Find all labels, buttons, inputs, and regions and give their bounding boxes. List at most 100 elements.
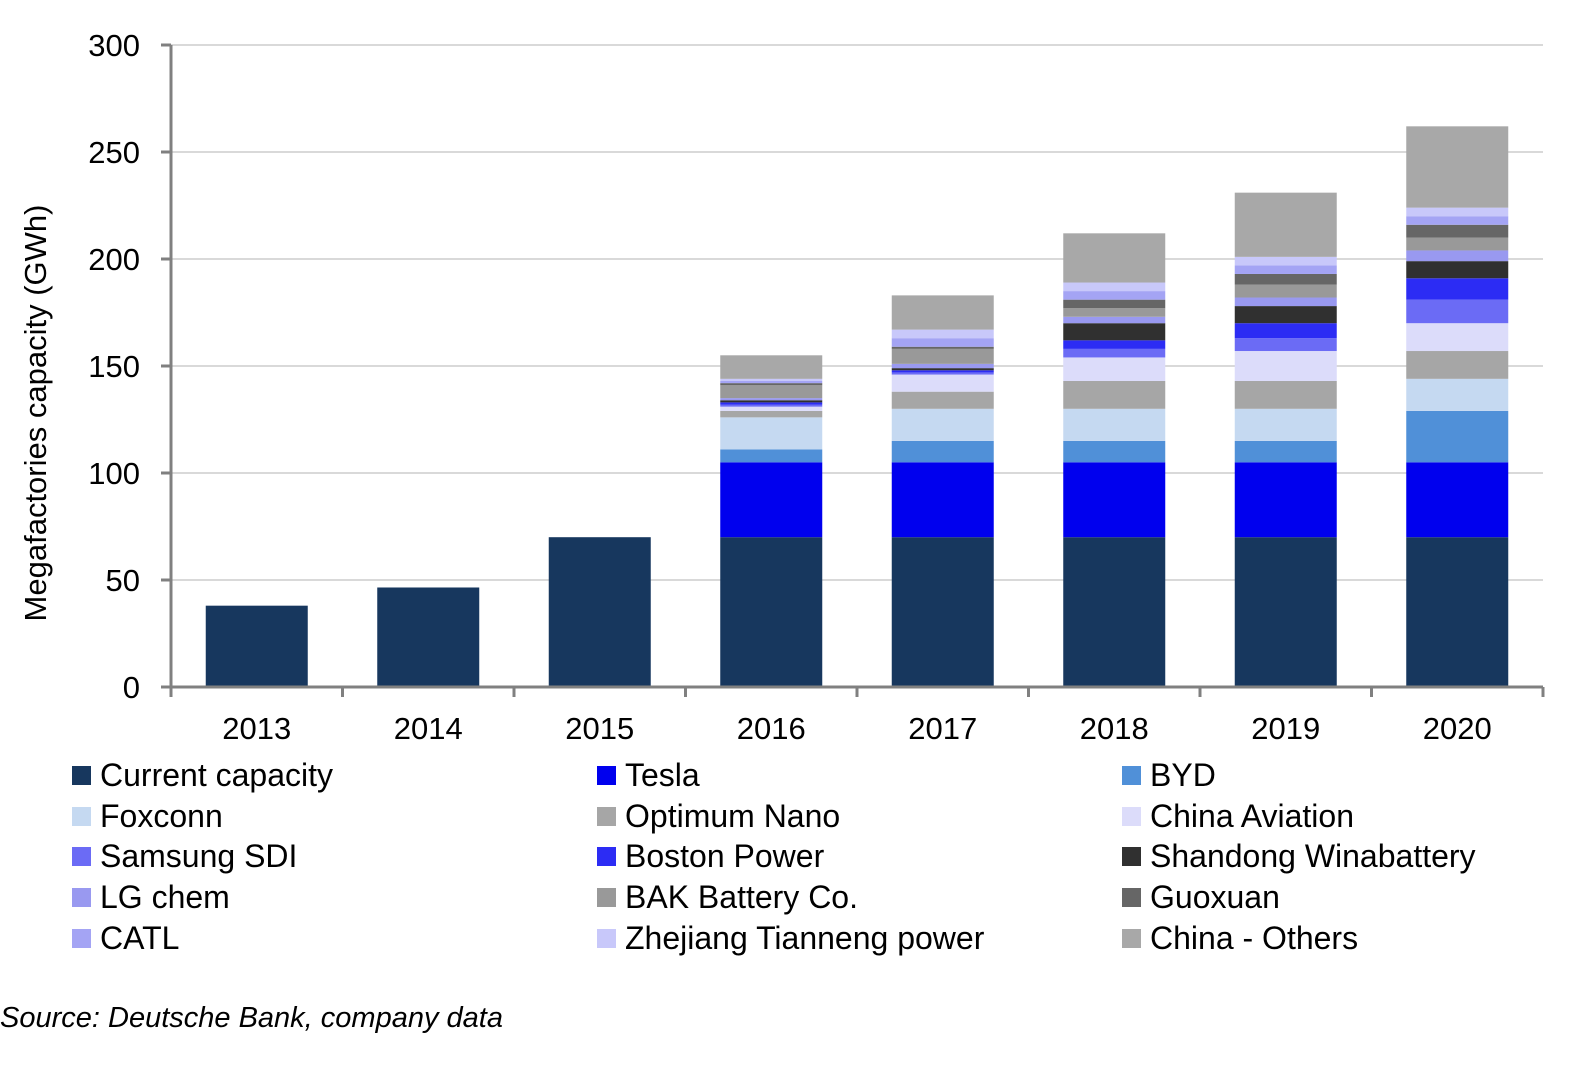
legend-item: Current capacity — [72, 755, 597, 796]
bar-segment — [1063, 308, 1166, 317]
bar-segment — [1063, 537, 1166, 687]
bar-segment — [1063, 316, 1166, 324]
legend-label: China Aviation — [1150, 797, 1354, 834]
bar-segment — [891, 374, 994, 392]
bar-segment — [891, 338, 994, 347]
bar-segment — [1063, 282, 1166, 292]
legend: Current capacity Tesla BYD Foxconn Optimum N… — [72, 755, 1582, 958]
y-tick-label: 0 — [123, 670, 140, 705]
bar-segment — [1406, 224, 1509, 238]
legend-swatch — [597, 765, 616, 785]
legend-swatch — [597, 887, 616, 907]
legend-label: BAK Battery Co. — [625, 878, 858, 915]
legend-swatch — [1122, 847, 1141, 867]
legend-label: Tesla — [625, 756, 700, 793]
bar-segment — [1234, 306, 1337, 324]
bar-segment — [1406, 126, 1509, 208]
y-tick-label: 250 — [88, 135, 140, 170]
legend-label: LG chem — [100, 878, 230, 915]
bar-segment — [1406, 378, 1509, 411]
bar-segment — [1406, 216, 1509, 225]
y-tick-label: 200 — [88, 242, 140, 277]
axes — [161, 43, 1545, 697]
x-tick-label: 2013 — [222, 711, 291, 746]
bar-segment — [720, 402, 823, 405]
bar-segment — [1234, 462, 1337, 538]
bar-segment — [891, 537, 994, 687]
bar-stacks — [205, 126, 1509, 687]
x-tick-label: 2014 — [394, 711, 463, 746]
bar-segment — [1234, 380, 1337, 409]
bar-segment — [891, 440, 994, 463]
x-tick-label: 2017 — [908, 711, 977, 746]
legend-label: Boston Power — [625, 838, 825, 875]
legend-label: CATL — [100, 919, 180, 956]
legend-label: BYD — [1150, 756, 1216, 793]
legend-item: Boston Power — [597, 836, 1122, 877]
bar-segment — [720, 449, 823, 463]
bar-segment — [1234, 338, 1337, 352]
legend-label: Samsung SDI — [100, 838, 298, 875]
legend-item: Tesla — [597, 755, 1122, 796]
bar-segment — [1234, 440, 1337, 463]
bar-segment — [1234, 284, 1337, 298]
bar-segment — [720, 378, 823, 381]
x-tick-label: 2015 — [565, 711, 634, 746]
bar-segment — [720, 385, 823, 399]
bar-segment — [720, 380, 823, 384]
legend-swatch — [72, 765, 91, 785]
y-tick-label: 150 — [88, 349, 140, 384]
bar-segment — [1063, 380, 1166, 409]
legend-swatch — [72, 847, 91, 867]
bar-segment — [1063, 348, 1166, 358]
bar-segment — [1063, 462, 1166, 538]
y-tick-label: 50 — [106, 563, 140, 598]
bar-segment — [1406, 323, 1509, 352]
legend-item: Zhejiang Tianneng power — [597, 918, 1122, 959]
bar-segment — [1406, 250, 1509, 262]
legend-swatch — [597, 928, 616, 948]
bar-segment — [1063, 440, 1166, 463]
legend-swatch — [597, 847, 616, 867]
bar-segment — [1234, 265, 1337, 274]
legend-label: China - Others — [1150, 919, 1359, 956]
bar-segment — [720, 537, 823, 687]
bar-segment — [1406, 462, 1509, 538]
legend-item: Guoxuan — [1122, 877, 1582, 918]
bar-segment — [1234, 537, 1337, 687]
bar-segment — [720, 383, 823, 386]
x-tick-label: 2018 — [1080, 711, 1149, 746]
bar-segment — [1234, 192, 1337, 257]
y-tick-labels: 0 50 100 150 200 250 300 — [88, 28, 140, 705]
bar-segment — [1234, 323, 1337, 339]
bar-segment — [891, 370, 994, 373]
legend-swatch — [72, 806, 91, 826]
legend-item: BAK Battery Co. — [597, 877, 1122, 918]
bar-segment — [891, 372, 994, 375]
bar-segment — [720, 410, 823, 418]
legend-label: Current capacity — [100, 756, 333, 793]
bar-segment — [891, 348, 994, 364]
bar-segment — [891, 462, 994, 538]
bar-segment — [1063, 233, 1166, 283]
legend-label: Foxconn — [100, 797, 223, 834]
bar-segment — [720, 406, 823, 411]
bar-segment — [1063, 357, 1166, 381]
bar-segment — [205, 605, 308, 687]
legend-swatch — [1122, 887, 1141, 907]
legend-item: Shandong Winabattery — [1122, 836, 1582, 877]
x-tick-label: 2019 — [1251, 711, 1320, 746]
legend-swatch — [72, 887, 91, 907]
bar-segment — [1406, 299, 1509, 324]
x-tick-labels: 2013 2014 2015 2016 2017 2018 2019 2020 — [222, 711, 1491, 746]
legend-swatch — [72, 928, 91, 948]
bar-segment — [720, 417, 823, 450]
bar-segment — [1063, 323, 1166, 341]
y-axis-label: Megafactories capacity (GWh) — [18, 205, 53, 622]
bar-segment — [1063, 408, 1166, 441]
bar-segment — [1406, 537, 1509, 687]
legend-item: CATL — [72, 918, 597, 959]
bar-segment — [720, 400, 823, 403]
bar-segment — [891, 408, 994, 441]
legend-item: China Aviation — [1122, 796, 1582, 837]
